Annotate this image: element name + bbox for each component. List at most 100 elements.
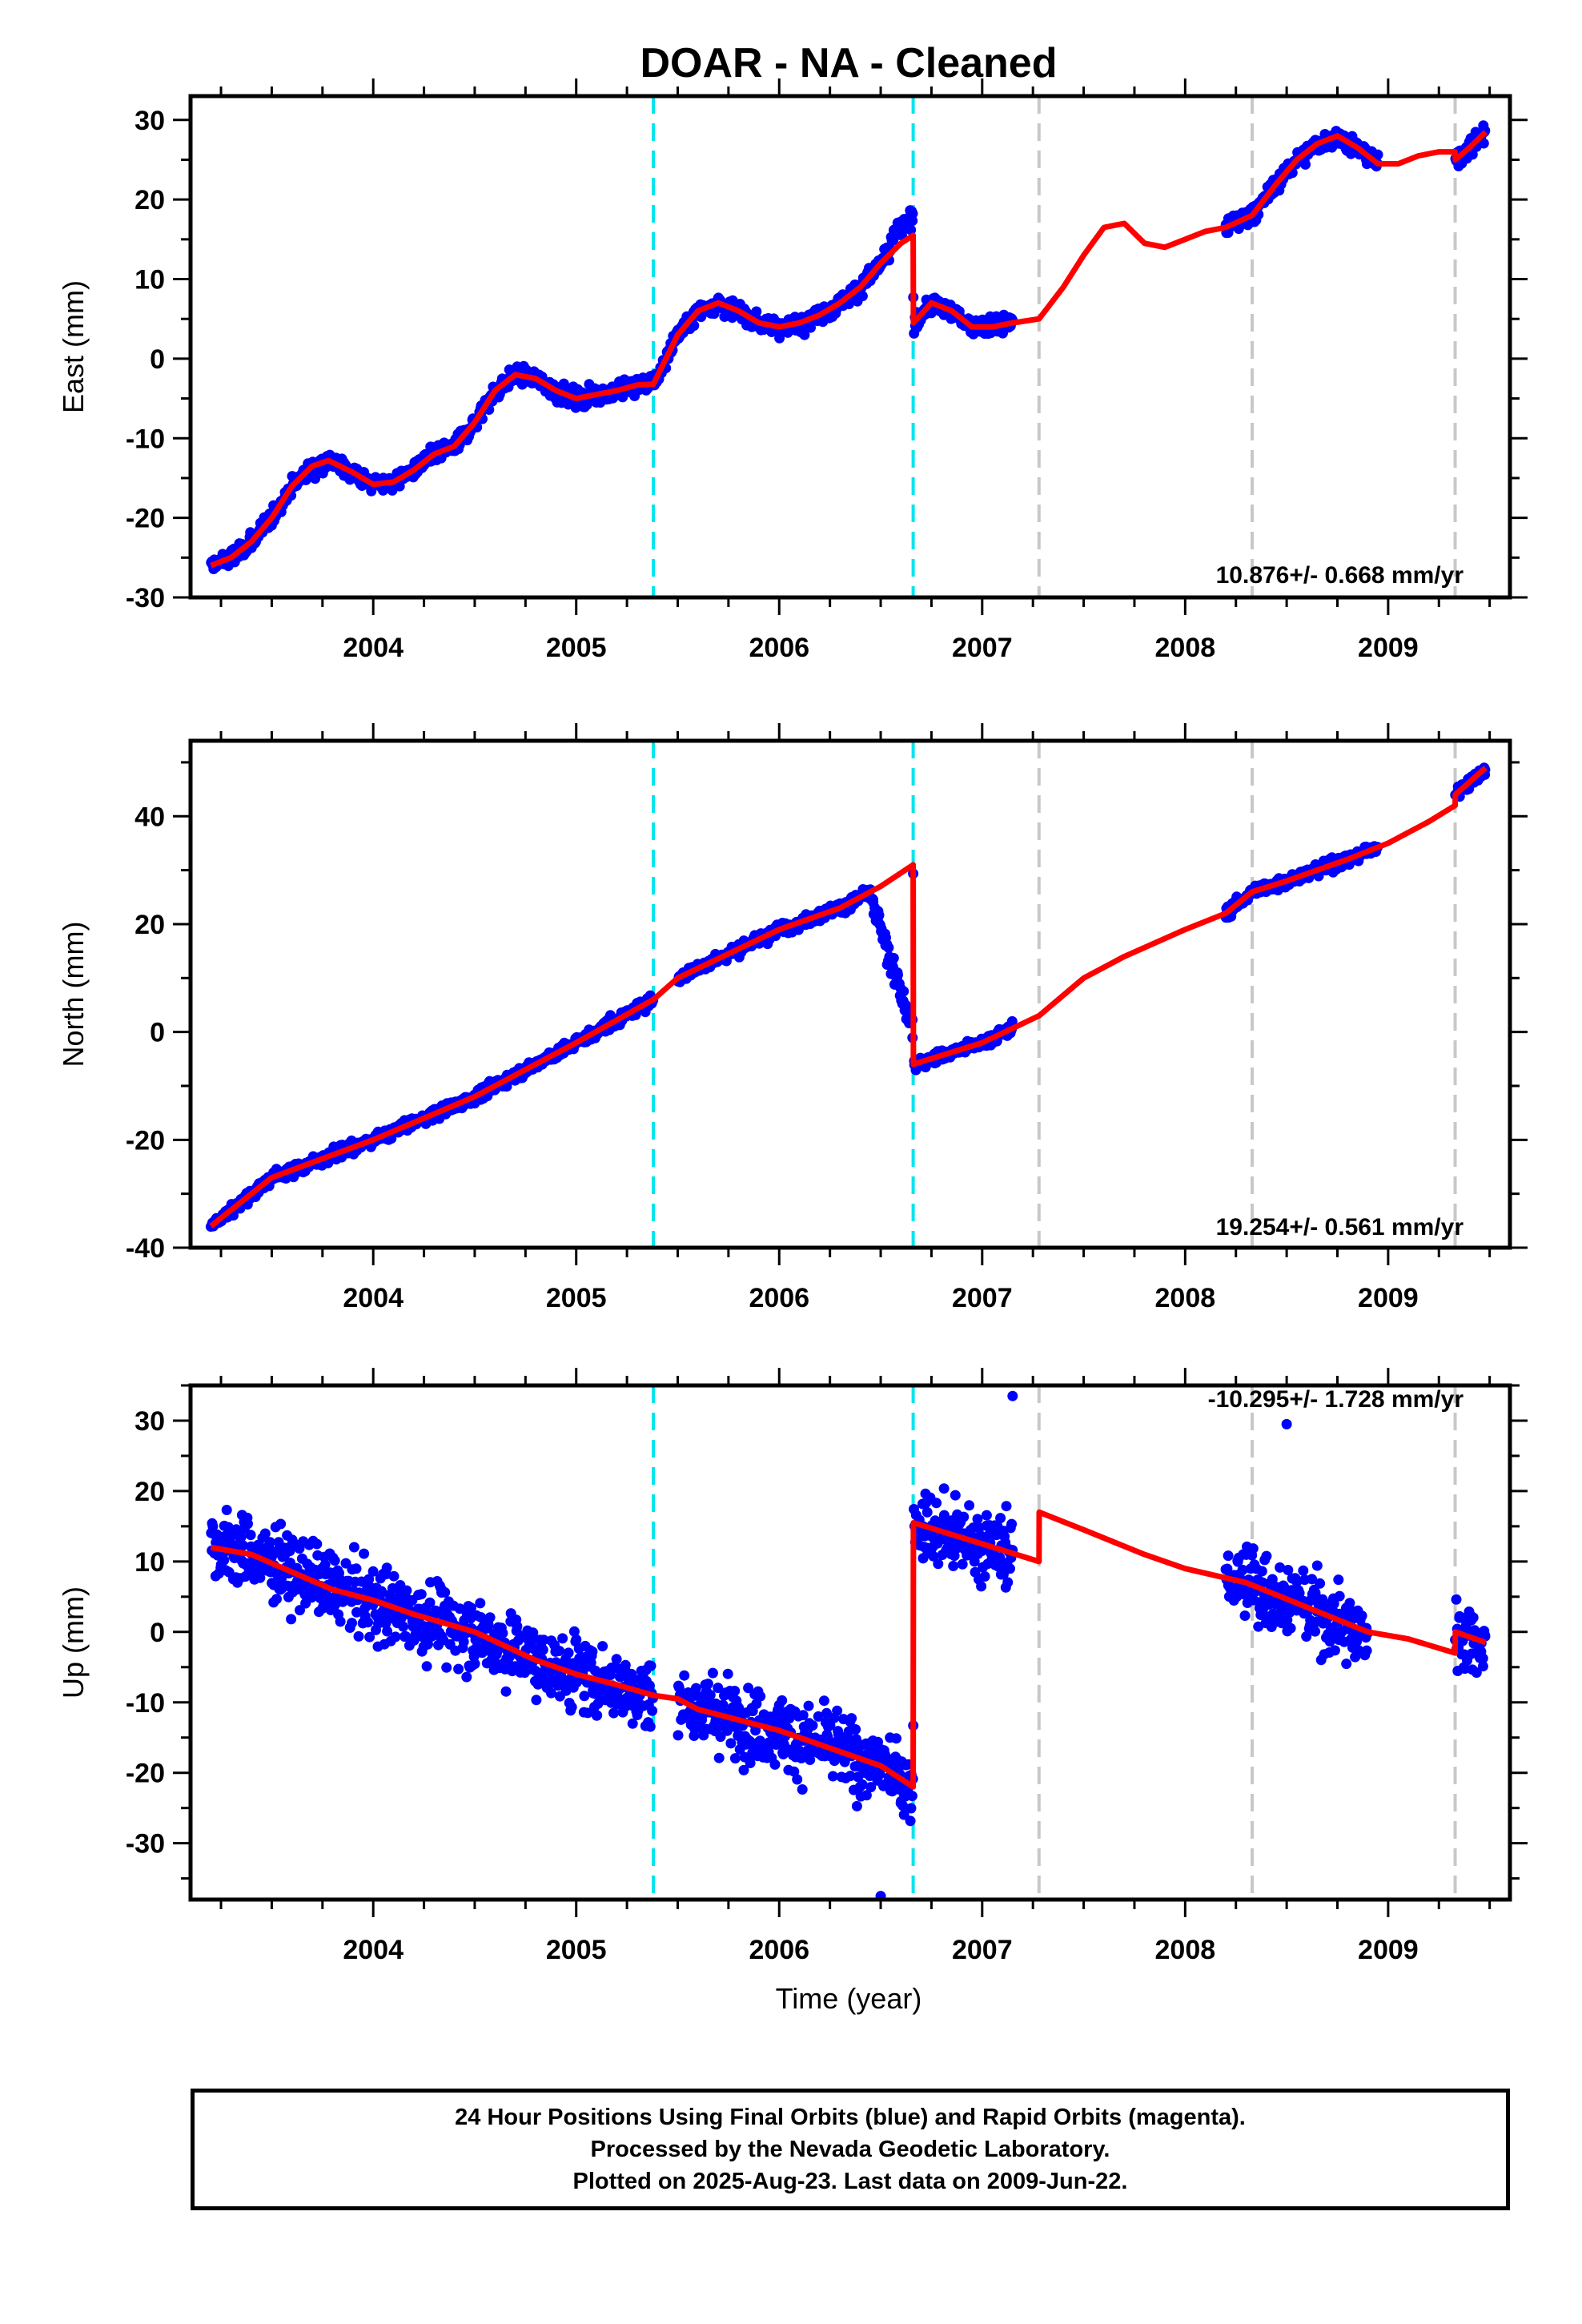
data-point bbox=[729, 1753, 741, 1764]
data-point bbox=[743, 1683, 754, 1694]
data-point bbox=[1257, 1577, 1268, 1588]
data-point bbox=[950, 1490, 961, 1501]
data-point bbox=[500, 1686, 512, 1697]
x-tick-label: 2007 bbox=[952, 1935, 1013, 1965]
plot-frame bbox=[188, 1383, 1512, 1902]
data-point bbox=[1247, 1543, 1259, 1554]
data-point bbox=[1356, 1610, 1367, 1622]
x-tick-label: 2007 bbox=[952, 633, 1013, 663]
data-point bbox=[571, 1634, 582, 1645]
data-point bbox=[1334, 1590, 1345, 1602]
y-tick-label: 10 bbox=[135, 265, 165, 296]
data-point bbox=[627, 1718, 638, 1729]
data-point bbox=[441, 1662, 452, 1673]
data-point bbox=[857, 291, 868, 302]
data-point bbox=[679, 1670, 690, 1681]
data-point bbox=[1298, 1565, 1309, 1576]
data-point bbox=[907, 208, 918, 219]
data-point bbox=[608, 1707, 619, 1719]
y-tick-label: -30 bbox=[126, 583, 165, 613]
data-point bbox=[905, 1803, 917, 1814]
data-point bbox=[1283, 1565, 1294, 1575]
footer-box: 24 Hour Positions Using Final Orbits (bl… bbox=[191, 2089, 1510, 2210]
data-point bbox=[592, 1710, 603, 1721]
data-point bbox=[454, 1603, 465, 1614]
data-point bbox=[497, 1627, 508, 1638]
data-point bbox=[458, 1636, 469, 1647]
data-point bbox=[207, 1521, 219, 1532]
y-tick-label: 10 bbox=[135, 1547, 165, 1578]
data-point bbox=[822, 1731, 833, 1743]
data-point bbox=[566, 1702, 577, 1713]
data-point bbox=[1351, 1636, 1363, 1647]
x-tick-label: 2005 bbox=[546, 1935, 607, 1965]
data-point bbox=[611, 1654, 622, 1665]
panel-east: 2004 2005 2006 2007 2008 2009-30-20-100102030… bbox=[57, 78, 1528, 663]
data-point bbox=[705, 1690, 716, 1700]
velocity-label: -10.295+/- 1.728 mm/yr bbox=[1208, 1386, 1464, 1413]
data-point bbox=[1477, 1653, 1488, 1664]
x-tick-label: 2007 bbox=[952, 1283, 1013, 1313]
data-point bbox=[1468, 1612, 1479, 1623]
model-fit-line bbox=[209, 766, 1488, 1228]
data-point bbox=[381, 1562, 392, 1574]
data-point bbox=[964, 1500, 975, 1511]
x-tick-label: 2006 bbox=[749, 633, 809, 663]
data-point bbox=[1333, 1574, 1344, 1586]
data-point bbox=[466, 1602, 476, 1614]
data-point bbox=[546, 1687, 556, 1699]
data-point bbox=[846, 1713, 857, 1724]
data-point bbox=[476, 1612, 487, 1622]
data-point bbox=[597, 1641, 608, 1652]
data-point bbox=[469, 1659, 480, 1670]
data-point bbox=[390, 1631, 401, 1642]
data-point bbox=[421, 1661, 432, 1672]
data-point bbox=[1294, 1587, 1305, 1598]
data-point bbox=[707, 1667, 718, 1679]
data-point bbox=[865, 1782, 877, 1793]
data-point bbox=[769, 1759, 781, 1770]
data-point bbox=[329, 1555, 340, 1566]
data-point bbox=[1002, 1577, 1014, 1588]
data-point bbox=[938, 1483, 950, 1494]
data-point bbox=[400, 1630, 412, 1642]
data-point bbox=[1471, 1667, 1482, 1679]
data-point bbox=[245, 1530, 256, 1541]
y-tick-label: -10 bbox=[126, 424, 165, 454]
data-point bbox=[673, 1730, 684, 1741]
data-point bbox=[805, 1755, 816, 1765]
data-point bbox=[715, 1731, 726, 1743]
y-tick-label: 0 bbox=[150, 344, 165, 375]
data-point bbox=[1237, 1564, 1248, 1575]
data-point bbox=[563, 1647, 574, 1659]
data-point bbox=[738, 1764, 749, 1775]
data-point bbox=[1329, 1645, 1340, 1656]
data-point bbox=[893, 969, 903, 980]
velocity-label: 10.876+/- 0.668 mm/yr bbox=[1216, 562, 1464, 589]
data-point bbox=[416, 1589, 427, 1600]
data-point bbox=[538, 1634, 549, 1646]
data-point bbox=[221, 1505, 232, 1515]
y-axis-label: North (mm) bbox=[57, 922, 90, 1068]
data-point bbox=[818, 1695, 829, 1707]
data-point bbox=[364, 1631, 375, 1642]
data-point bbox=[568, 1626, 580, 1637]
data-point bbox=[905, 1815, 916, 1827]
data-point bbox=[725, 1738, 737, 1749]
data-point bbox=[873, 910, 885, 921]
y-tick-label: -40 bbox=[126, 1233, 165, 1264]
x-axis-label: Time (year) bbox=[776, 1982, 922, 2015]
data-point bbox=[1478, 138, 1489, 149]
data-point bbox=[713, 1683, 724, 1694]
y-tick-label: 0 bbox=[150, 1618, 165, 1648]
data-point bbox=[1477, 1661, 1488, 1672]
plot-area-east bbox=[206, 96, 1491, 597]
data-point bbox=[777, 1695, 788, 1706]
x-tick-label: 2006 bbox=[749, 1935, 809, 1965]
data-point bbox=[821, 1707, 832, 1719]
data-point bbox=[1261, 1550, 1272, 1562]
data-point bbox=[219, 1554, 230, 1566]
data-point bbox=[1315, 1578, 1326, 1589]
footer-line-3: Plotted on 2025-Aug-23. Last data on 200… bbox=[572, 2169, 1128, 2194]
data-point bbox=[981, 1510, 992, 1521]
